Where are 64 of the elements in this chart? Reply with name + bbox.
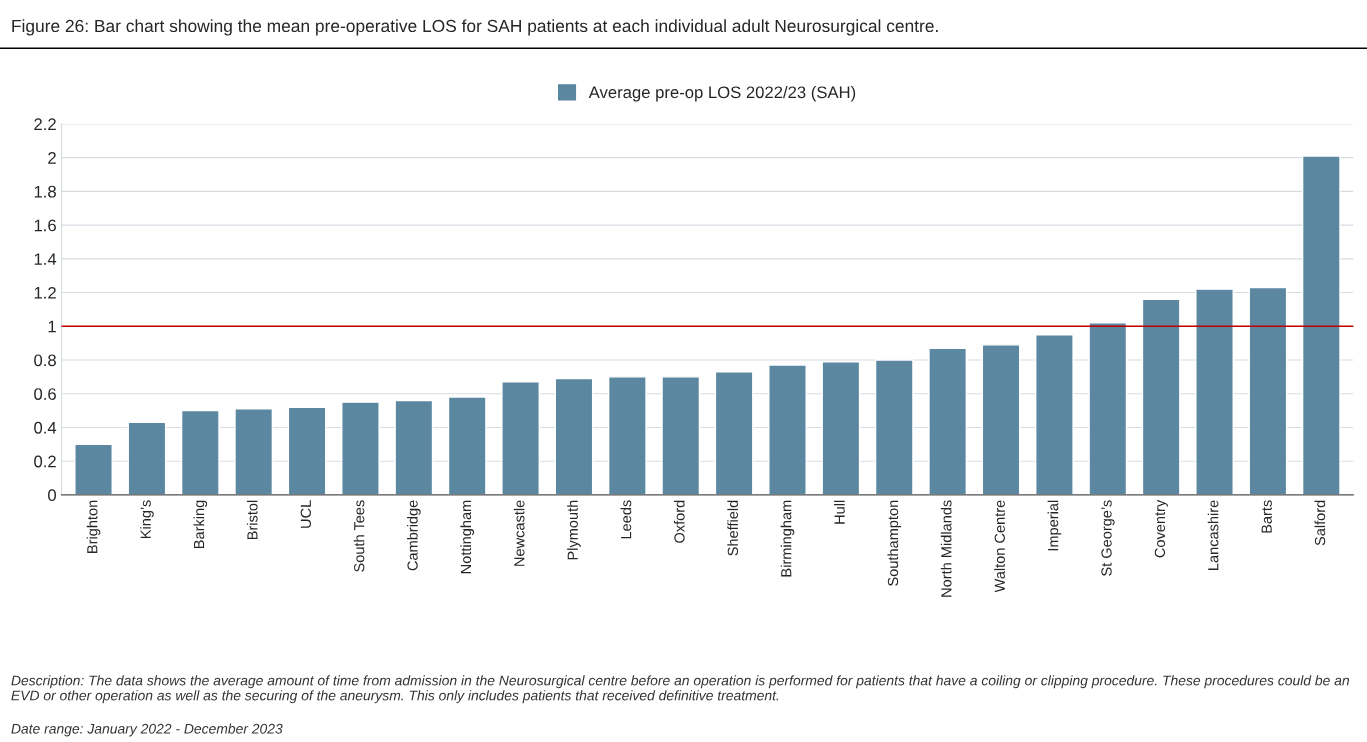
x-tick-label: Newcastle (513, 500, 525, 566)
x-tick-label: Barts (1261, 500, 1272, 533)
bar (341, 401, 380, 495)
y-tick-label: 0 (48, 489, 56, 502)
x-tick-label: King’s (140, 500, 154, 539)
x-tick-label: Cambridge (407, 500, 421, 571)
chart-title: Figure 26: Bar chart showing the mean pre-operative LOS for SAH patients at each individual adult Neurosurgical centre. (12, 19, 938, 36)
bar (287, 406, 327, 495)
y-tick-label: 1.8 (34, 185, 56, 198)
x-tick-label: Lancashire (1207, 500, 1219, 570)
bar (981, 344, 1021, 495)
x-tick-label: Nottingham (460, 500, 475, 574)
bar (768, 364, 807, 495)
y-tick-label: 1.4 (34, 253, 57, 265)
bar (874, 359, 914, 495)
bar (234, 408, 274, 495)
bar (180, 409, 220, 495)
bar (74, 443, 113, 495)
bar (447, 396, 487, 495)
bar (127, 421, 167, 495)
x-tick-label: Barking (193, 500, 208, 549)
x-tick-label: Coventry (1154, 499, 1168, 558)
y-tick-label: 0.2 (34, 455, 56, 468)
x-tick-label: North Midlands (940, 500, 952, 597)
x-tick-label: UCL (300, 500, 311, 528)
x-tick-label: Leeds (620, 500, 632, 539)
bar (1195, 288, 1234, 495)
x-tick-label: St George’s (1101, 500, 1115, 576)
bar (661, 376, 701, 495)
y-tick-label: 2 (48, 152, 56, 164)
x-tick-label: Bristol (246, 500, 258, 540)
x-tick-label: Sheffield (727, 500, 739, 556)
y-tick-label: 0.4 (34, 421, 57, 434)
bar (1088, 322, 1128, 495)
bar (1301, 155, 1341, 495)
bar (821, 360, 861, 495)
bar (1035, 334, 1074, 495)
x-tick-label: Salford (1314, 500, 1326, 546)
y-tick-label: 0.6 (34, 388, 56, 400)
y-tick-label: 1 (48, 320, 56, 333)
bar (607, 376, 647, 495)
y-tick-label: 2.2 (34, 118, 56, 130)
x-tick-label: Imperial (1047, 500, 1062, 551)
x-tick-label: Walton Centre (994, 500, 1005, 593)
bar (394, 399, 434, 495)
x-tick-label: Oxford (673, 500, 685, 543)
legend-label: Average pre-op LOS 2022/23 (SAH) (588, 85, 856, 102)
x-tick-label: Hull (834, 500, 845, 524)
y-tick-label: 1.6 (34, 219, 56, 232)
text: Date range: January 2022 - December 2023 (11, 723, 283, 737)
bar (928, 347, 968, 495)
x-tick-label: Birmingham (780, 500, 795, 577)
bar (1141, 298, 1181, 495)
text: Description: The data shows the average amount of time from admission in the Neurosurgical centre before an operation is performed for patients that have a coiling or clipping procedure. These procedures could be an EVD or other operation as well as the securing of the aneurysm. This only includes patients that received definitive treatment. (11, 675, 1350, 704)
bar (714, 371, 754, 495)
y-tick-label: 1.2 (34, 286, 56, 299)
y-tick-label: 0.8 (34, 354, 56, 367)
bar (1248, 286, 1288, 495)
x-tick-label: Southampton (887, 500, 902, 586)
x-tick-label: South Tees (353, 500, 365, 572)
x-tick-label: Brighton (86, 500, 101, 553)
bar (554, 377, 594, 495)
x-tick-label: Plymouth (567, 500, 581, 560)
bar (501, 381, 540, 495)
